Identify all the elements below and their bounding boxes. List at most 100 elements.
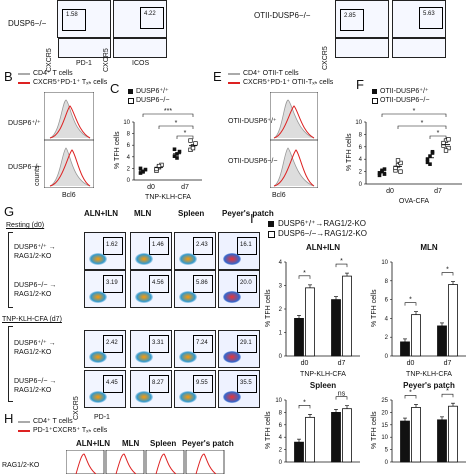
y-axis-label: % TFH cells [265,289,272,327]
g-gate-value: 9.55 [196,380,208,386]
g-facs-plot: 7.24 [174,330,216,368]
bar-chart-spleen: Spleen 0 2 4 6 8 10 % TFH cells * ns [265,381,360,466]
bar-chart-aln: ALN+ILN 0 1 2 3 4 % TFH cells d0 * d7 * TNP-KLH-CFA [265,243,360,378]
data-point [377,171,382,175]
data-point [377,173,382,178]
data-point [395,158,401,163]
x-tick-label: d7 [338,360,346,367]
sig-bracket [298,275,311,279]
sig-bracket [335,396,348,400]
y-tick-label: 10 [381,260,388,266]
top-row-label-otii: OTII-DUSP6−/− [254,11,311,20]
x-tick-label: d0 [301,360,309,367]
data-point [188,138,193,143]
panel-letter-h: H [4,411,14,426]
x-axis-label: TNP-KLH-CFA [145,194,191,201]
y-tick-label: 0 [279,354,283,360]
bar [437,325,447,357]
g-facs-plot: 29.1 [218,330,260,368]
h-row: RAG1/2-KO [2,462,40,469]
data-point [172,147,177,152]
g-row-d1: DUSP6−/− → [14,378,57,385]
sig-label: * [303,270,306,277]
g-gate-value: 8.27 [152,380,164,386]
y-tick-label: 0 [279,460,283,466]
sig-label: * [413,108,416,115]
x-tick-label: d0 [147,184,155,191]
g-gate-value: 2.43 [196,242,208,248]
b-xlabel: Bcl6 [62,192,76,199]
bar-chart-mln: MLN 0 2 4 6 8 10 % TFH cells d0 * d7 * TNP-KLH-CFA [371,243,466,378]
bar [342,408,352,463]
g-facs-plot: 35.5 [218,370,260,408]
y-tick-label: 0 [385,460,389,466]
top-facs-3 [58,38,111,58]
data-point [398,160,403,166]
y-tick-label: 10 [275,398,282,404]
g-bracket-2 [8,326,13,402]
panel-letter-g: G [4,204,15,219]
bar [448,284,458,357]
bar [400,341,410,357]
y-axis-label: % TFH cells [114,131,121,169]
y-tick-label: 10 [123,120,130,126]
panel-letter-i: I [250,211,254,226]
top-row-label-dusp6ko: DUSP6−/− [8,19,47,28]
y-tick-label: 0 [127,178,131,184]
g-row-a2: RAG1/2-KO [14,253,52,260]
y-tick-label: 15 [381,423,388,429]
sig-bracket [176,135,194,139]
top-facs-7 [335,38,389,58]
data-point [193,141,198,146]
bar [342,275,352,357]
sig-label: *** [164,108,172,115]
g-facs-plot: 16.1 [218,232,260,270]
sig-label: ns [338,391,346,398]
x-axis-label: TNP-KLH-CFA [300,371,346,378]
chart-title: Spleen [310,381,336,390]
y-tick-label: 6 [385,298,389,304]
g-gate-value: 1.46 [152,242,164,248]
g-facs-plot: 3.19 [84,270,126,308]
b-ylabel: counts [34,165,41,186]
g-row-a1: DUSP6⁺/⁺ → [14,244,56,251]
b-row1: DUSP6⁺/⁺ [8,120,41,127]
data-point [143,167,148,172]
y-tick-label: 0 [385,354,389,360]
chart-title: Peyer's patch [403,381,455,390]
sig-bracket [397,125,447,129]
g-gate-value: 29.1 [240,340,252,346]
g-facs-plot: 5.86 [174,270,216,308]
e-xlabel: Bcl6 [272,192,286,199]
panel-letter-f: F [356,77,364,92]
y-tick-label: 3 [279,284,283,290]
sig-bracket [441,272,454,276]
sig-bracket [381,113,447,117]
sig-bracket [404,395,417,399]
data-point [446,137,451,142]
y-tick-label: 0 [359,182,363,188]
top-axis-pd1: PD-1 [76,60,92,67]
y-tick-label: 4 [385,316,389,322]
bar [411,407,421,463]
sig-label: * [446,388,449,395]
data-point [428,154,432,158]
y-tick-label: 20 [381,410,388,416]
y-axis-label: % TFH cells [371,411,378,449]
g-facs-plot: 2.42 [84,330,126,368]
y-tick-label: 8 [279,410,283,416]
data-point [177,149,182,154]
data-point [175,156,179,160]
sig-bracket [142,113,194,117]
x-tick-label: d7 [181,184,189,191]
sig-label: * [421,120,424,127]
y-tick-label: 6 [127,143,131,149]
b-row2: DUSP6−/− [8,164,42,171]
data-point [430,151,435,155]
data-point [172,154,177,159]
y-tick-label: 6 [359,145,363,151]
top-axis-cxcr5-1: CXCR5 [46,48,53,72]
g-col-header: Spleen [178,209,205,218]
bar [305,416,315,463]
